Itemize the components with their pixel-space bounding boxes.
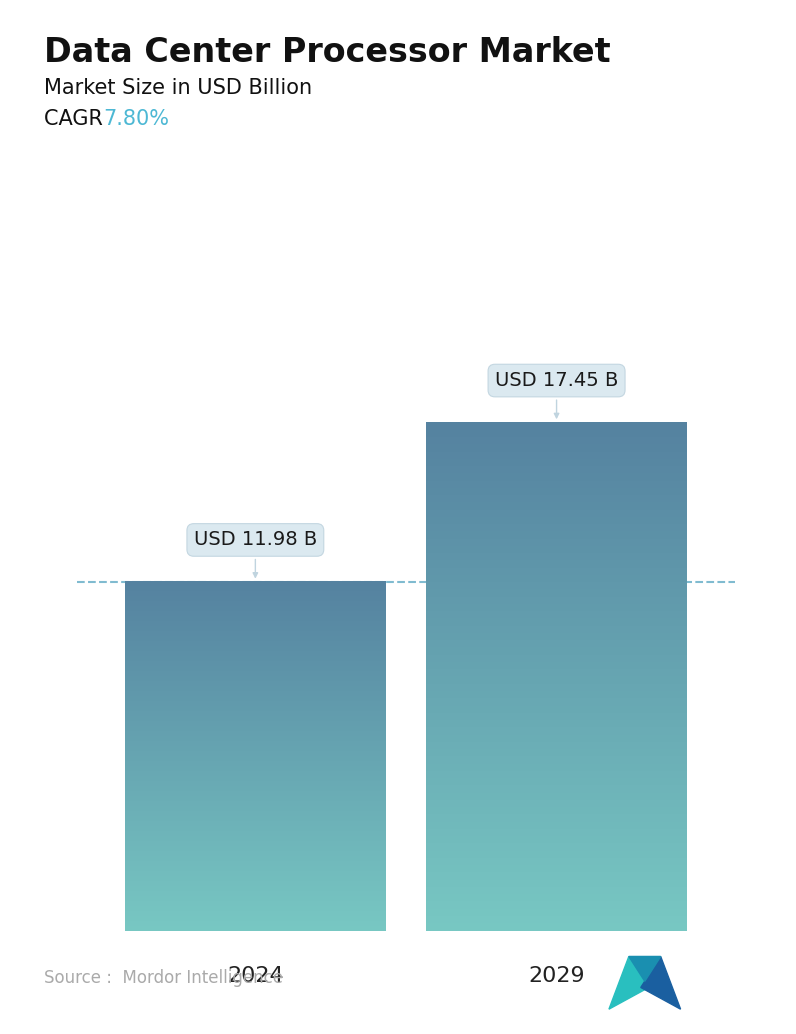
Text: Market Size in USD Billion: Market Size in USD Billion <box>44 78 312 97</box>
Text: 2024: 2024 <box>227 966 283 985</box>
Text: CAGR: CAGR <box>44 109 116 128</box>
Text: Data Center Processor Market: Data Center Processor Market <box>44 36 611 69</box>
Text: 7.80%: 7.80% <box>103 109 170 128</box>
Polygon shape <box>629 956 661 981</box>
Text: USD 17.45 B: USD 17.45 B <box>495 371 618 418</box>
Text: 2029: 2029 <box>529 966 585 985</box>
Text: Source :  Mordor Intelligence: Source : Mordor Intelligence <box>44 970 283 987</box>
Polygon shape <box>641 956 681 1009</box>
Text: USD 11.98 B: USD 11.98 B <box>193 530 317 577</box>
Polygon shape <box>609 956 649 1009</box>
